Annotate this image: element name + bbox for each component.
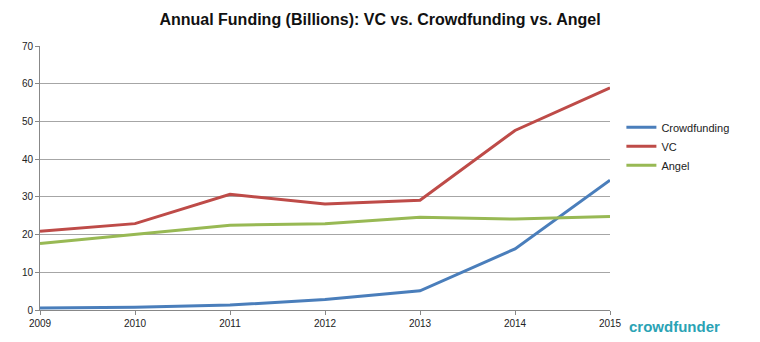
svg-text:Angel: Angel <box>661 160 689 172</box>
svg-text:Crowdfunding: Crowdfunding <box>661 122 729 134</box>
svg-text:VC: VC <box>661 141 676 153</box>
svg-text:crowdfunder: crowdfunder <box>629 318 720 335</box>
svg-text:2014: 2014 <box>504 318 527 329</box>
svg-text:2012: 2012 <box>314 318 337 329</box>
svg-text:2015: 2015 <box>599 318 622 329</box>
svg-text:10: 10 <box>22 267 34 278</box>
svg-text:2011: 2011 <box>219 318 241 329</box>
svg-text:2013: 2013 <box>409 318 432 329</box>
svg-text:40: 40 <box>22 154 34 165</box>
svg-text:2010: 2010 <box>124 318 147 329</box>
svg-text:0: 0 <box>27 305 33 316</box>
svg-text:20: 20 <box>22 229 34 240</box>
svg-text:2009: 2009 <box>29 318 52 329</box>
svg-text:60: 60 <box>22 78 34 89</box>
svg-text:30: 30 <box>22 191 34 202</box>
svg-text:Annual Funding (Billions): VC: Annual Funding (Billions): VC vs. Crowdf… <box>159 11 600 28</box>
svg-text:70: 70 <box>22 41 34 52</box>
svg-text:50: 50 <box>22 116 34 127</box>
